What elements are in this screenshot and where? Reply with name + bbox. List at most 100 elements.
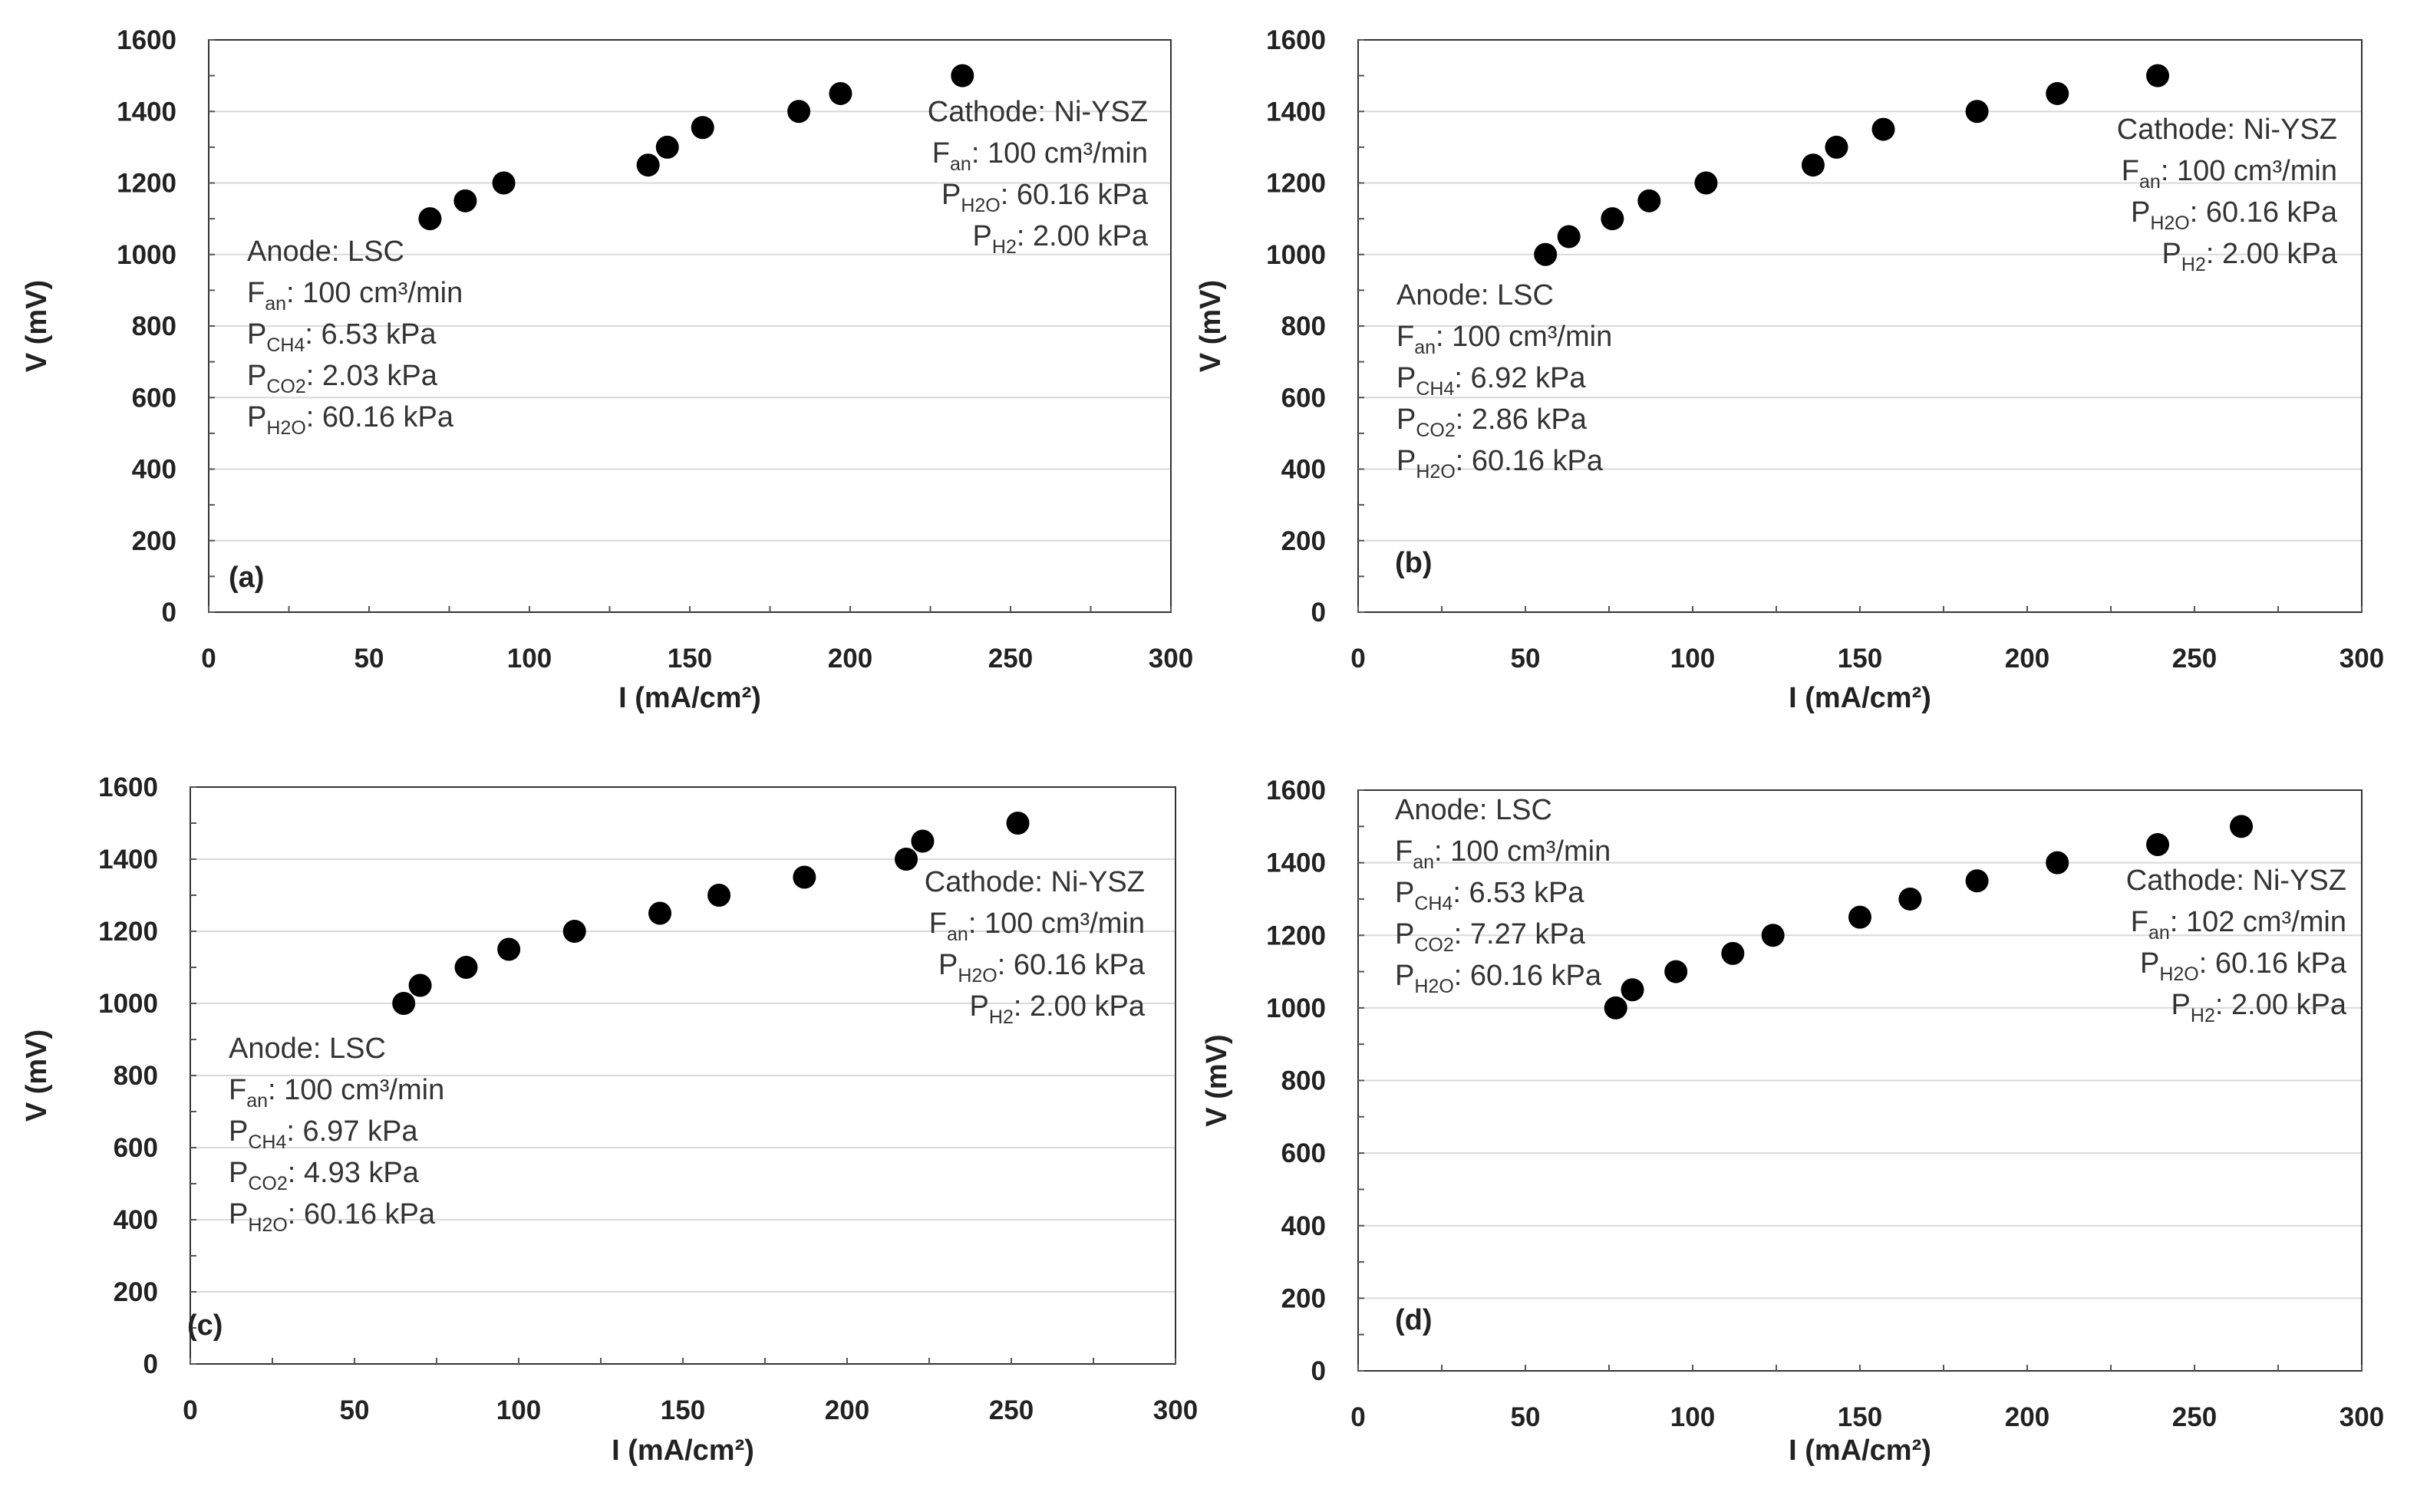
data-point xyxy=(408,973,432,997)
panel-label: (b) xyxy=(1395,547,1433,579)
x-tick-label: 250 xyxy=(2172,1402,2217,1432)
data-point xyxy=(2146,832,2170,856)
y-tick-label: 400 xyxy=(1281,455,1326,485)
data-point xyxy=(1534,242,1558,266)
y-tick-label: 1000 xyxy=(1266,240,1326,270)
y-tick-label: 1000 xyxy=(98,989,158,1019)
cathode-param: PH2O: 60.16 kPa xyxy=(941,179,1149,216)
anode-param: PCH4: 6.53 kPa xyxy=(1395,877,1584,914)
y-tick-label: 800 xyxy=(132,311,176,341)
cathode-title: Cathode: Ni-YSZ xyxy=(2126,865,2346,897)
anode-param: PCH4: 6.97 kPa xyxy=(229,1115,418,1153)
y-tick-label: 0 xyxy=(162,598,176,628)
data-point xyxy=(787,100,811,124)
y-tick-label: 400 xyxy=(132,455,176,485)
panel-label: (d) xyxy=(1395,1304,1433,1336)
x-tick-label: 200 xyxy=(828,644,872,674)
x-tick-label: 50 xyxy=(354,644,384,674)
data-point xyxy=(562,920,586,943)
x-tick-label: 150 xyxy=(1838,644,1882,674)
y-tick-label: 200 xyxy=(114,1277,158,1307)
anode-param: PCO2: 7.27 kPa xyxy=(1395,918,1586,956)
x-tick-label: 100 xyxy=(1670,644,1715,674)
data-point xyxy=(2146,64,2170,87)
x-tick-label: 50 xyxy=(340,1395,370,1425)
cathode-param: PH2: 2.00 kPa xyxy=(2162,238,2338,275)
data-point xyxy=(707,884,731,907)
data-point xyxy=(655,135,679,159)
cathode-param: Fan: 100 cm³/min xyxy=(2122,155,2337,193)
y-tick-label: 1200 xyxy=(117,169,176,199)
data-point xyxy=(1898,887,1922,911)
anode-param: PH2O: 60.16 kPa xyxy=(1396,445,1604,483)
y-tick-label: 1200 xyxy=(1266,169,1326,199)
anode-param: Fan: 100 cm³/min xyxy=(1395,835,1611,873)
cathode-param: PH2: 2.00 kPa xyxy=(973,220,1149,258)
anode-title: Anode: LSC xyxy=(247,236,404,268)
data-point xyxy=(392,992,416,1015)
y-tick-label: 1600 xyxy=(1266,25,1326,55)
data-point xyxy=(418,207,442,231)
data-point xyxy=(691,116,714,140)
chart-panel-2: 0 200 400 600 800 1000 1200 1400 1600 0 50 100 150 20… xyxy=(1195,25,2384,714)
anode-param: PH2O: 60.16 kPa xyxy=(229,1198,436,1236)
data-point xyxy=(1801,153,1825,177)
x-tick-label: 300 xyxy=(2340,644,2384,674)
y-tick-label: 1200 xyxy=(98,917,158,947)
anode-title: Anode: LSC xyxy=(1396,279,1554,311)
anode-param: PH2O: 60.16 kPa xyxy=(247,401,454,439)
x-tick-label: 0 xyxy=(183,1395,197,1425)
data-point xyxy=(1871,117,1895,141)
y-tick-label: 1400 xyxy=(98,845,158,875)
x-tick-label: 250 xyxy=(988,644,1033,674)
y-tick-label: 800 xyxy=(114,1061,158,1091)
data-point xyxy=(2046,851,2069,875)
cathode-param: Fan: 102 cm³/min xyxy=(2131,906,2346,944)
y-tick-label: 1400 xyxy=(117,97,176,127)
cathode-param: PH2O: 60.16 kPa xyxy=(2140,947,2347,985)
cathode-param: Fan: 100 cm³/min xyxy=(932,137,1148,175)
anode-param: PCO2: 2.03 kPa xyxy=(247,360,438,397)
x-tick-label: 250 xyxy=(2172,644,2217,674)
y-tick-label: 1200 xyxy=(1266,921,1326,950)
chart-panel-4: 0 200 400 600 800 1000 1200 1400 1600 0 50 100 150 20… xyxy=(1201,776,2384,1467)
x-tick-label: 300 xyxy=(1149,644,1193,674)
data-point xyxy=(1006,812,1030,835)
data-point xyxy=(492,171,516,195)
data-point xyxy=(1557,225,1581,249)
x-tick-label: 50 xyxy=(1511,644,1541,674)
data-point xyxy=(2046,81,2069,105)
x-tick-label: 100 xyxy=(496,1395,541,1425)
y-tick-label: 1400 xyxy=(1266,97,1326,127)
data-point xyxy=(453,189,477,212)
x-axis-title: I (mA/cm²) xyxy=(618,682,761,714)
panel-label: (c) xyxy=(187,1309,223,1342)
y-tick-label: 400 xyxy=(1281,1211,1326,1241)
anode-param: Fan: 100 cm³/min xyxy=(1396,321,1612,358)
cathode-param: PH2O: 60.16 kPa xyxy=(938,949,1146,987)
cathode-param: PH2: 2.00 kPa xyxy=(2171,989,2347,1026)
y-tick-label: 1600 xyxy=(117,25,176,55)
anode-param: PCH4: 6.92 kPa xyxy=(1396,362,1586,400)
x-tick-label: 300 xyxy=(1153,1395,1198,1425)
data-point xyxy=(1761,924,1785,947)
anode-title: Anode: LSC xyxy=(229,1033,386,1065)
data-point xyxy=(829,81,852,105)
data-point xyxy=(911,829,935,853)
data-point xyxy=(1965,100,1989,124)
y-tick-label: 1600 xyxy=(1266,776,1326,805)
x-tick-label: 250 xyxy=(989,1395,1034,1425)
y-tick-label: 1000 xyxy=(117,240,176,270)
chart-panel-1: 0 200 400 600 800 1000 1200 1400 1600 0 50 100 150 20… xyxy=(21,25,1193,714)
data-point xyxy=(895,848,918,871)
x-tick-label: 200 xyxy=(2005,1402,2049,1432)
data-point xyxy=(1965,869,1989,893)
anode-annotation: Anode: LSC Fan: 100 cm³/min PCH4: 6.92 kPa… xyxy=(1396,279,1612,483)
data-point xyxy=(1694,171,1718,195)
data-point xyxy=(497,937,521,961)
